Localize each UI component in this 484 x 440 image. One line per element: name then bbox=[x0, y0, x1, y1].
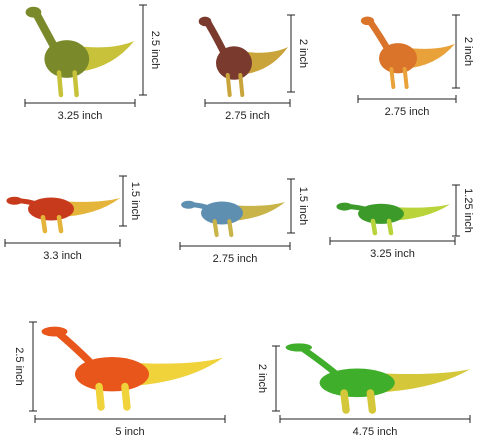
dino-head bbox=[360, 16, 375, 26]
dino-leg bbox=[56, 70, 64, 98]
dino-leg bbox=[95, 382, 105, 411]
dino-leg bbox=[225, 73, 232, 97]
dinosaur bbox=[198, 16, 288, 97]
dino-head bbox=[336, 202, 353, 211]
dinosaur bbox=[360, 16, 455, 89]
width-label: 2.75 inch bbox=[213, 253, 258, 265]
height-label: 1.25 inch bbox=[462, 188, 474, 233]
dinosaur bbox=[336, 202, 450, 236]
dinosaur bbox=[181, 200, 285, 238]
dino-head bbox=[285, 343, 312, 352]
height-label: 2.5 inch bbox=[149, 31, 161, 70]
dinosaur bbox=[6, 196, 120, 234]
width-label: 3.3 inch bbox=[43, 250, 82, 262]
dino-head bbox=[6, 196, 23, 205]
width-label: 3.25 inch bbox=[58, 110, 103, 122]
dino-leg bbox=[402, 67, 409, 89]
width-label: 2.75 inch bbox=[385, 106, 430, 118]
dino-leg bbox=[238, 73, 245, 97]
dino-head bbox=[181, 200, 196, 209]
dino-neck bbox=[31, 8, 62, 58]
dino-neck bbox=[366, 17, 394, 58]
dino-neck bbox=[203, 17, 231, 62]
height-label: 2.5 inch bbox=[13, 347, 25, 386]
dino-leg bbox=[56, 214, 64, 234]
dino-leg bbox=[386, 218, 394, 236]
dino-leg bbox=[366, 389, 377, 414]
dinosaur bbox=[25, 6, 134, 98]
dino-leg bbox=[40, 214, 48, 234]
height-label: 1.5 inch bbox=[129, 182, 141, 221]
width-label: 2.75 inch bbox=[225, 110, 270, 122]
height-label: 2 inch bbox=[297, 39, 309, 68]
dino-leg bbox=[72, 70, 79, 98]
height-label: 2 inch bbox=[256, 364, 268, 393]
height-label: 1.5 inch bbox=[297, 187, 309, 226]
dinosaur bbox=[41, 326, 223, 411]
dino-neck bbox=[52, 327, 101, 373]
dino-head bbox=[41, 326, 68, 337]
dino-leg bbox=[370, 218, 378, 236]
dino-leg bbox=[340, 389, 350, 414]
dinosaur bbox=[285, 343, 470, 414]
dino-leg bbox=[121, 382, 131, 411]
dino-head bbox=[25, 6, 42, 18]
dino-leg bbox=[227, 219, 234, 238]
dino-head bbox=[198, 16, 212, 27]
dino-neck bbox=[297, 344, 346, 382]
width-label: 3.25 inch bbox=[370, 248, 415, 260]
dino-leg bbox=[212, 219, 219, 238]
width-label: 5 inch bbox=[115, 426, 144, 438]
width-label: 4.75 inch bbox=[353, 426, 398, 438]
height-label: 2 inch bbox=[462, 37, 474, 66]
dino-leg bbox=[389, 67, 396, 89]
